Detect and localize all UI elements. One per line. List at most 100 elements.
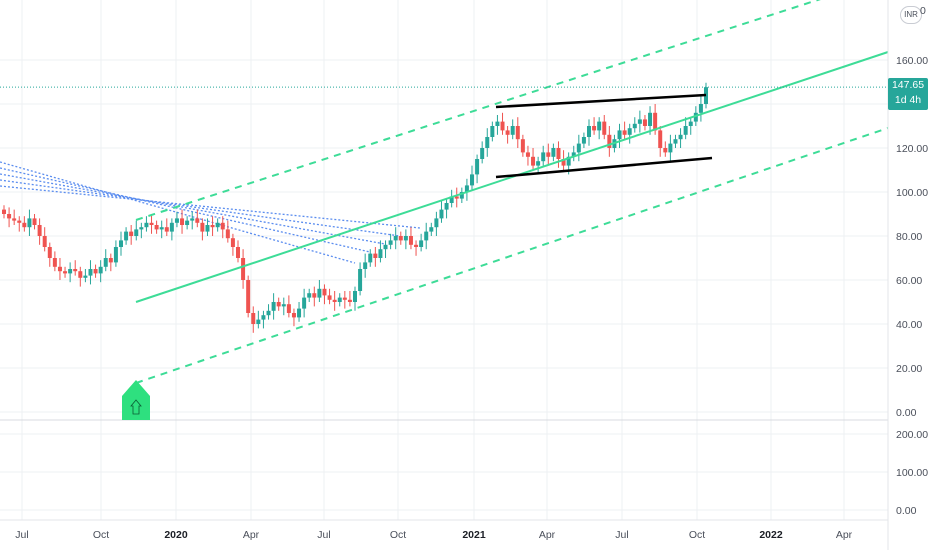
candle-body [266, 310, 271, 316]
volume-tick-label: 200.00 [896, 429, 928, 441]
channel-lower-line[interactable] [135, 127, 889, 384]
candle-body [673, 139, 678, 144]
candle-body [419, 240, 424, 247]
candle-body [561, 159, 566, 166]
fan-line[interactable] [0, 167, 371, 253]
candle-body [571, 152, 576, 157]
candle-body [83, 275, 88, 278]
candlestick-series [2, 82, 708, 333]
time-tick-label: Jul [317, 529, 330, 541]
time-tick-label: Apr [539, 529, 556, 541]
candle-body [174, 218, 179, 223]
candle-body [246, 280, 251, 313]
candle-body [495, 121, 500, 126]
candle-body [358, 269, 363, 291]
volume-tick-label: 0.00 [896, 505, 917, 517]
candle-body [429, 227, 434, 232]
candle-body [363, 262, 368, 269]
candle-body [464, 185, 469, 192]
candle-body [236, 247, 240, 258]
candle-body [444, 203, 449, 210]
candle-body [520, 139, 525, 153]
flag-bottom-line[interactable] [495, 156, 713, 179]
candle-body [541, 152, 546, 162]
candle-body [587, 126, 591, 137]
currency-badge[interactable]: INR [900, 6, 922, 24]
candle-body [388, 240, 393, 245]
candle-body [637, 119, 642, 124]
fan-line[interactable] [0, 179, 401, 237]
chart-grid [0, 0, 888, 520]
candle-body [129, 231, 134, 236]
candle-body [622, 130, 627, 135]
candle-body [73, 269, 78, 272]
candle-body [459, 192, 464, 199]
candle-body [327, 295, 332, 300]
candle-body [470, 174, 474, 186]
buy-arrow-marker[interactable] [122, 380, 150, 420]
up-arrow-icon [130, 399, 142, 415]
candle-body [368, 253, 373, 263]
time-tick-label: Apr [243, 529, 260, 541]
price-tick-label: 40.00 [896, 319, 922, 331]
volume-axis[interactable]: 200.00 100.00 0.00 [896, 429, 928, 517]
candle-body [124, 231, 129, 241]
candle-body [424, 231, 429, 241]
candle-body [408, 236, 413, 245]
time-tick-label: 2020 [164, 529, 188, 541]
fan-line[interactable] [0, 173, 386, 245]
price-tick-label: 80.00 [896, 231, 922, 243]
top-axis-value: 0 [920, 5, 926, 17]
candle-body [627, 128, 632, 135]
candle-body [144, 222, 149, 228]
channel-midline[interactable] [135, 51, 889, 303]
candle-body [668, 143, 673, 153]
candle-body [164, 227, 169, 232]
last-price-tag: 147.65 1d 4h [888, 78, 928, 110]
candle-body [108, 258, 113, 263]
candle-body [632, 123, 637, 129]
candle-body [276, 302, 281, 307]
candle-body [134, 229, 139, 236]
candle-body [190, 218, 195, 221]
candle-body [297, 308, 302, 318]
fan-line[interactable] [0, 161, 356, 264]
candle-body [332, 299, 337, 302]
candle-body [322, 288, 327, 296]
price-tick-label: 100.00 [896, 187, 928, 199]
regression-channel[interactable] [135, 0, 889, 384]
candle-body [693, 112, 698, 122]
time-axis[interactable]: Jul Oct 2020 Apr Jul Oct 2021 Apr Jul Oct 2022 Apr [15, 529, 852, 541]
candle-body [63, 271, 68, 274]
candle-body [688, 121, 693, 126]
time-tick-label: Oct [390, 529, 406, 541]
candle-body [88, 269, 93, 276]
candle-body [678, 134, 683, 140]
bar-countdown: 1d 4h [894, 94, 922, 106]
candle-body [113, 247, 118, 263]
candle-body [454, 196, 459, 199]
candle-body [139, 227, 144, 230]
candle-body [205, 225, 210, 232]
channel-upper-line[interactable] [135, 0, 830, 221]
candle-body [195, 218, 200, 223]
fan-lines[interactable] [0, 161, 421, 264]
price-tick-label: 120.00 [896, 143, 928, 155]
candle-body [307, 293, 312, 298]
candle-body [378, 249, 383, 258]
candle-body [312, 293, 317, 298]
candle-body [22, 222, 27, 228]
candle-body [27, 218, 32, 228]
flag-top-line[interactable] [495, 93, 707, 109]
candle-body [286, 304, 291, 313]
candle-body [602, 121, 607, 135]
candle-body [510, 126, 515, 135]
candle-body [648, 112, 653, 126]
candle-body [546, 152, 551, 157]
candle-body [658, 130, 663, 148]
candle-body [342, 297, 347, 300]
flag-pattern[interactable] [495, 93, 713, 179]
candle-body [373, 253, 378, 258]
candle-body [93, 269, 98, 274]
